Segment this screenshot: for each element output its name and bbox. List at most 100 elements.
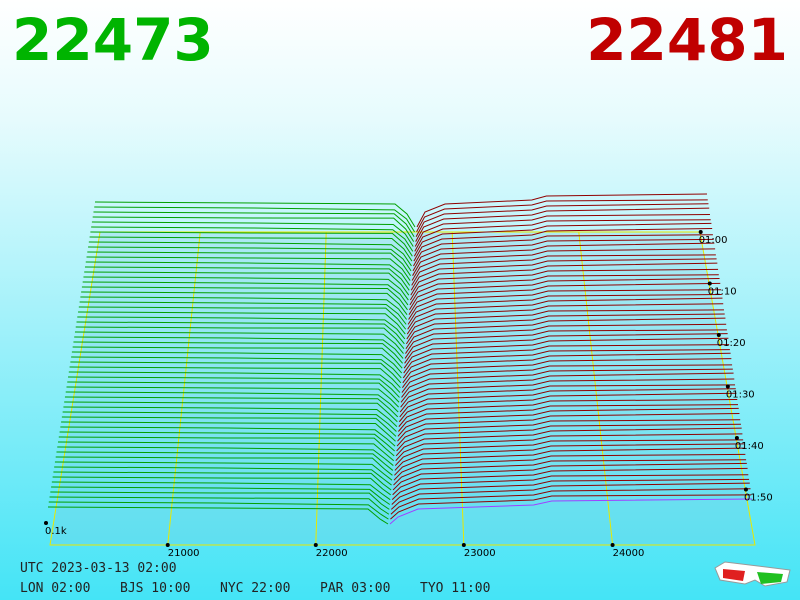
bid-depth-line <box>68 376 400 398</box>
bid-depth-line <box>92 216 415 242</box>
ask-depth-line <box>407 293 722 325</box>
bid-depth-line <box>52 476 391 496</box>
ask-depth-line <box>396 423 741 452</box>
bid-depth-line <box>58 441 395 462</box>
bid-depth-line <box>88 246 412 272</box>
ask-depth-line <box>400 372 734 403</box>
ask-depth-line <box>412 242 715 276</box>
ask-depth-line <box>411 254 716 286</box>
time-tick-label: 01:20 <box>717 338 746 349</box>
floor-outline <box>49 231 756 546</box>
bid-depth-line <box>61 416 397 437</box>
time-tick <box>707 281 712 286</box>
bid-depth-line <box>86 256 411 281</box>
bid-depth-line <box>87 251 411 276</box>
bid-depth-line <box>54 466 392 486</box>
bid-depth-line <box>84 266 410 291</box>
ask-depth-line <box>405 313 725 345</box>
ask-depth-line <box>406 309 724 340</box>
ask-depth-line <box>411 248 716 281</box>
bid-depth-line <box>55 456 393 476</box>
ask-depth-line <box>394 439 744 466</box>
bid-depth-line <box>51 486 391 505</box>
bid-depth-line <box>69 366 401 389</box>
bid-depth-line <box>51 481 391 501</box>
bid-depth-line <box>79 301 407 325</box>
utc-time: UTC 2023-03-13 02:00 <box>20 561 177 576</box>
bid-depth-line <box>67 381 400 403</box>
bid-depth-line <box>91 226 414 252</box>
ask-depth-line <box>389 498 753 525</box>
ask-depth-line <box>407 297 723 330</box>
ask-depth-line <box>409 268 719 301</box>
ask-depth-line <box>395 433 743 462</box>
bid-depth-line <box>53 471 392 491</box>
bid-depth-line <box>48 501 389 520</box>
bid-depth-line <box>75 326 405 350</box>
depth-lines <box>47 193 753 525</box>
price-tick-label: 22000 <box>316 548 348 559</box>
ask-depth-line <box>413 227 713 262</box>
ask-depth-line <box>402 352 731 384</box>
city-time: LON 02:00 <box>20 581 90 596</box>
bid-depth-line <box>49 496 390 515</box>
time-tick <box>698 230 703 234</box>
time-tick <box>725 384 730 389</box>
bid-depth-line <box>72 346 403 369</box>
ask-depth-line <box>403 337 729 369</box>
ask-depth-line <box>413 234 713 267</box>
ask-depth-line <box>414 213 710 247</box>
ask-depth-line <box>398 398 738 427</box>
bid-depth-line <box>57 446 394 466</box>
price-tick-label: 24000 <box>613 548 645 559</box>
price-grid-line <box>578 231 614 546</box>
bid-depth-line <box>65 391 399 413</box>
ask-depth-line <box>415 207 710 242</box>
ask-depth-line <box>395 427 742 457</box>
bid-depth-line <box>82 281 409 306</box>
3d-glasses-icon[interactable] <box>714 561 791 587</box>
bid-depth-line <box>63 406 398 427</box>
ask-depth-line <box>413 222 712 257</box>
bid-depth-line <box>71 356 402 379</box>
bid-depth-line <box>58 436 395 457</box>
bid-depth-line <box>56 451 394 471</box>
bid-depth-line <box>83 276 409 301</box>
bid-depth-line <box>89 236 413 262</box>
time-tick-label: 01:30 <box>726 390 755 401</box>
ask-depth-line <box>404 333 728 364</box>
ask-depth-line <box>399 384 736 413</box>
ask-depth-line <box>406 303 724 335</box>
bid-depth-line <box>81 291 408 315</box>
bid-depth-line <box>74 336 404 359</box>
depth-tick <box>44 521 48 525</box>
bid-depth-line <box>61 421 396 442</box>
ask-depth-line <box>405 317 726 350</box>
bid-depth-line <box>80 296 407 320</box>
ask-depth-line <box>394 443 744 471</box>
axis-labels: 21000 22000 23000 24000 01:00 01:10 01:20 01:30… <box>44 230 773 559</box>
ask-depth-line <box>398 392 737 423</box>
bid-depth-line <box>76 321 405 345</box>
bid-depth-line <box>50 491 390 510</box>
ask-depth-line <box>401 358 732 388</box>
ask-depth-line <box>410 262 718 296</box>
ask-depth-line <box>410 258 717 291</box>
time-tick <box>716 333 721 337</box>
bid-depth-line <box>74 331 404 354</box>
bid-depth-line <box>73 341 403 364</box>
ask-depth-line <box>392 467 748 496</box>
time-tick-label: 01:50 <box>744 493 773 504</box>
bid-depth-line <box>91 221 414 247</box>
ask-depth-line <box>404 329 727 359</box>
ask-depth-line <box>392 462 747 491</box>
ask-depth-line <box>408 282 721 315</box>
bid-depth-line <box>59 431 395 452</box>
ask-depth-line <box>400 378 735 408</box>
ask-depth-line <box>402 349 730 379</box>
time-tick <box>734 436 739 440</box>
time-tick <box>743 487 748 492</box>
price-tick <box>165 543 170 547</box>
